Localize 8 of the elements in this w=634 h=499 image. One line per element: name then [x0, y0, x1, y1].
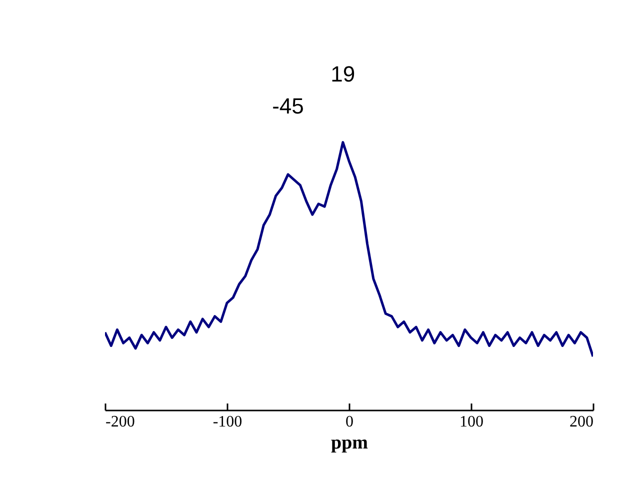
x-axis-title: ppm: [331, 432, 368, 454]
x-tick-label: 0: [346, 414, 354, 430]
annotation: 19: [330, 61, 356, 86]
x-tick-label: -200: [106, 414, 135, 430]
x-tick-label: -100: [212, 414, 242, 430]
x-tick-label: 100: [460, 414, 484, 430]
x-tick-label: 200: [570, 414, 594, 430]
annotation: -45: [272, 93, 304, 118]
